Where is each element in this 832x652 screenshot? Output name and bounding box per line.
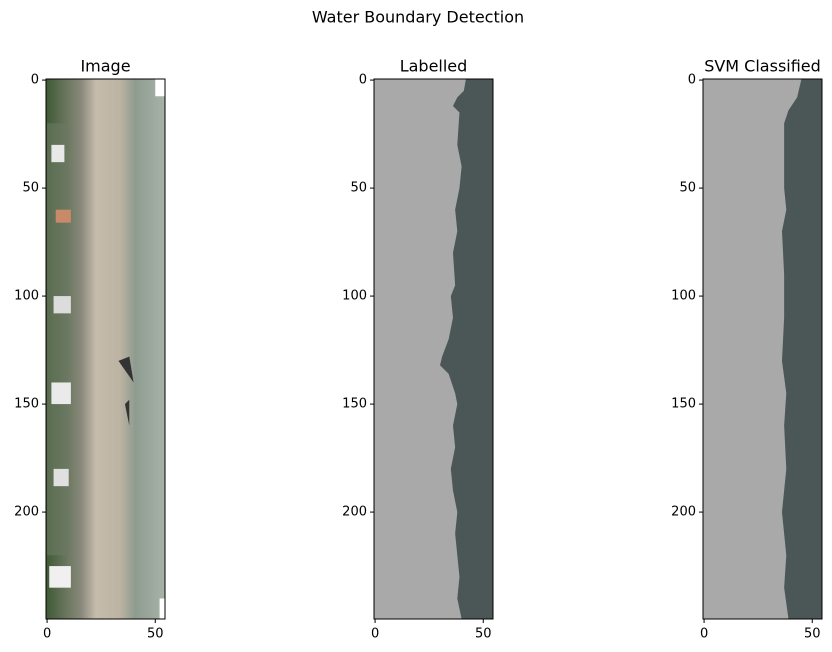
axes-title: Image: [80, 57, 130, 76]
x-tick-label: 50: [475, 627, 492, 642]
y-tick-label: 100: [342, 289, 367, 304]
label-mask: [374, 79, 493, 619]
aerial-image: [46, 79, 165, 619]
x-tick-label: 50: [804, 627, 821, 642]
y-tick-label: 50: [679, 181, 696, 196]
x-tick-label: 0: [43, 627, 51, 642]
y-tick-label: 200: [342, 505, 367, 520]
y-tick-label: 100: [14, 289, 39, 304]
axes-title: Labelled: [400, 57, 468, 76]
axes-frame: [45, 78, 166, 620]
axes-frame: [373, 78, 494, 620]
y-tick-label: 0: [359, 73, 367, 88]
svm-mask: [703, 79, 822, 619]
x-tick-label: 0: [700, 627, 708, 642]
y-tick-label: 100: [671, 289, 696, 304]
y-tick-label: 0: [688, 73, 696, 88]
y-tick-label: 150: [671, 397, 696, 412]
axes-title: SVM Classified: [704, 57, 821, 76]
figure-title: Water Boundary Detection: [312, 8, 524, 27]
y-tick-label: 150: [14, 397, 39, 412]
y-tick-label: 50: [22, 181, 39, 196]
y-tick-label: 200: [671, 505, 696, 520]
y-tick-label: 50: [350, 181, 367, 196]
y-tick-label: 200: [14, 505, 39, 520]
y-tick-label: 150: [342, 397, 367, 412]
x-tick-label: 0: [371, 627, 379, 642]
x-tick-label: 50: [147, 627, 164, 642]
axes-frame: [702, 78, 823, 620]
y-tick-label: 0: [31, 73, 39, 88]
